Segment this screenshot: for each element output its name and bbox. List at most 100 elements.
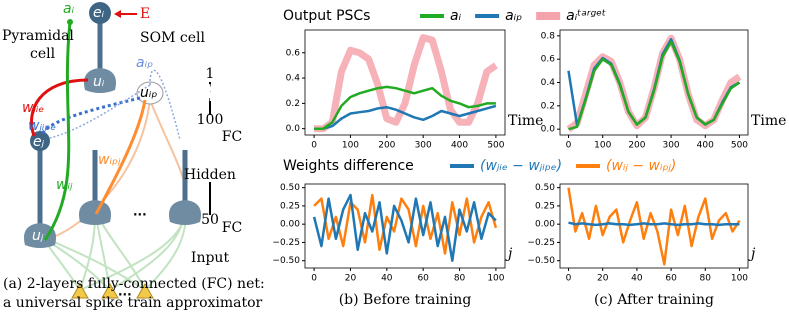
caption: (c) After training xyxy=(594,292,714,308)
legend-label: aᵢ xyxy=(450,8,462,24)
legend-label: (wⱼᵢₑ − wⱼᵢₚₑ) xyxy=(480,158,562,174)
som-soma xyxy=(136,81,164,105)
soma xyxy=(79,200,111,225)
label: uⱼ xyxy=(32,228,44,244)
layer-label: Input xyxy=(191,250,230,266)
label: E xyxy=(140,6,150,22)
series-line xyxy=(314,85,496,130)
som-input xyxy=(94,99,147,215)
x-axis-label: Time xyxy=(751,113,786,129)
label: ... xyxy=(118,285,132,299)
inputs xyxy=(71,282,154,299)
series-line xyxy=(314,34,498,133)
x-tick-label: 100 xyxy=(342,141,359,151)
series-line xyxy=(568,221,740,227)
x-tick-label: 80 xyxy=(454,274,466,284)
error-arrowhead xyxy=(114,10,121,18)
label: wⱼᵢₑ xyxy=(22,100,44,116)
som-dotted xyxy=(49,69,181,141)
y-tick-label: −0.50 xyxy=(272,256,300,266)
x-axis-label: j xyxy=(505,246,513,262)
y-tick-label: 0.50 xyxy=(280,183,300,193)
label: cell xyxy=(30,46,56,62)
x-axis-label: j xyxy=(748,246,756,262)
series-line xyxy=(313,193,498,255)
legend-label: aᵢᵗᵃʳᵍᵉᵗ xyxy=(566,8,606,24)
y-tick-label: 0.25 xyxy=(280,201,300,211)
plot-frame xyxy=(559,183,749,269)
caption: a universal spike train approximator xyxy=(3,295,263,311)
feedforward-connection xyxy=(43,21,72,241)
y-tick-label: −0.50 xyxy=(527,256,555,266)
x-tick-label: 500 xyxy=(487,141,504,151)
y-tick-label: 0.0 xyxy=(286,124,301,134)
input-connections xyxy=(41,214,187,291)
chart-title: Weights difference xyxy=(283,158,414,174)
x-tick-label: 60 xyxy=(417,274,429,284)
x-tick-label: 0 xyxy=(311,274,317,284)
soma xyxy=(169,200,201,225)
label: wᵢⱼ xyxy=(56,177,73,193)
series-line xyxy=(566,34,742,133)
series-line xyxy=(567,187,741,266)
x-tick-label: 400 xyxy=(451,141,468,151)
y-tick-label: −0.25 xyxy=(527,238,555,248)
caption: (b) Before training xyxy=(339,292,472,308)
x-tick-label: 20 xyxy=(597,274,609,284)
label: wᵢₚⱼ xyxy=(98,152,121,168)
layer-label: 50 xyxy=(201,212,219,228)
y-tick-label: 0.4 xyxy=(541,78,556,88)
x-tick-label: 300 xyxy=(662,141,679,151)
som-connections xyxy=(44,99,188,241)
layer-label: Output xyxy=(185,84,235,100)
label: uᵢ xyxy=(93,74,105,90)
y-tick-label: 0.6 xyxy=(541,55,556,65)
soma xyxy=(84,68,116,93)
label: ... xyxy=(133,205,147,219)
diagram: aᵢ eᵢ E Pyramidal cell uᵢ SOM cell aᵢₚ u… xyxy=(2,1,265,311)
dendrites xyxy=(37,20,188,225)
layer-label: 1 xyxy=(206,66,215,82)
label: eⱼ xyxy=(33,134,45,150)
x-tick-label: 100 xyxy=(594,141,611,151)
label: SOM cell xyxy=(140,30,205,46)
x-tick-label: 0 xyxy=(311,141,317,151)
plot-frame xyxy=(304,29,506,136)
label: wⱼᵢₚₑ xyxy=(28,118,56,134)
x-tick-label: 40 xyxy=(381,274,393,284)
feedback-connection xyxy=(30,78,89,137)
y-tick-label: −0.25 xyxy=(272,238,300,248)
y-tick-label: 0.8 xyxy=(541,31,556,41)
series-line xyxy=(314,104,497,130)
apical-compartment xyxy=(89,2,111,24)
som-feedback xyxy=(40,96,141,135)
series-line xyxy=(568,40,741,131)
x-tick-label: 200 xyxy=(378,141,395,151)
x-tick-label: 100 xyxy=(731,274,748,284)
x-tick-label: 100 xyxy=(487,274,504,284)
caption: (a) 2-layers fully-connected (FC) net: xyxy=(3,276,265,292)
chart-title: Output PSCs xyxy=(283,8,370,24)
label: aᵢ xyxy=(63,1,75,17)
plot-frame xyxy=(304,183,506,269)
label: uᵢₚ xyxy=(140,85,157,101)
x-tick-label: 40 xyxy=(631,274,643,284)
x-tick-label: 80 xyxy=(700,274,712,284)
y-tick-label: 0.50 xyxy=(535,183,555,193)
x-tick-label: 500 xyxy=(731,141,748,151)
y-tick-label: 0.25 xyxy=(535,201,555,211)
soma xyxy=(24,223,56,248)
x-axis-label: Time xyxy=(508,113,543,129)
layer-label: 100 xyxy=(197,112,224,128)
label: Pyramidal xyxy=(2,28,74,44)
x-tick-label: 0 xyxy=(566,274,572,284)
label: aᵢₚ xyxy=(136,55,153,71)
x-tick-label: 200 xyxy=(628,141,645,151)
series-line xyxy=(312,193,497,262)
legend-label: (wᵢⱼ − wᵢₚⱼ) xyxy=(606,158,676,174)
x-tick-label: 60 xyxy=(665,274,677,284)
y-tick-label: 0.0 xyxy=(541,125,556,135)
layer-label: Hidden xyxy=(184,167,236,183)
synapse xyxy=(67,19,73,25)
